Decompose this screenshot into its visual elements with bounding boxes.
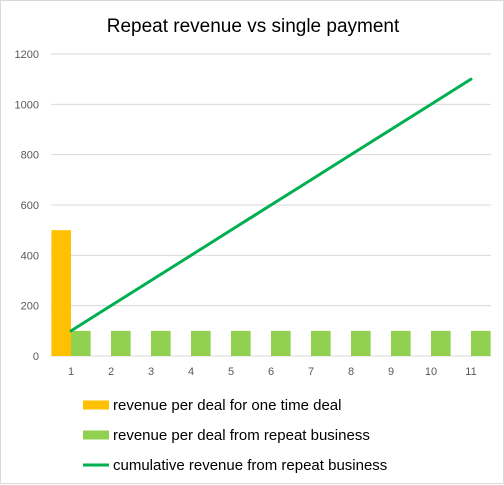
- bar-repeat-7: [311, 330, 331, 356]
- legend: revenue per deal for one time deal revenu…: [83, 397, 387, 474]
- cumulative-revenue-line: [69, 77, 473, 333]
- y-tick-label: 600: [21, 200, 39, 212]
- x-tick-label: 8: [348, 366, 354, 378]
- bar-repeat-3: [151, 330, 171, 356]
- x-tick-label: 11: [465, 366, 476, 378]
- x-tick-label: 1: [68, 366, 74, 378]
- legend-swatch-2: [83, 430, 109, 440]
- bar-repeat-8: [351, 330, 371, 356]
- legend-label-3: cumulative revenue from repeat business: [113, 457, 387, 474]
- bar-repeat-4: [191, 330, 211, 356]
- bars: [51, 230, 491, 356]
- x-tick-label: 2: [108, 366, 114, 378]
- x-tick-label: 7: [308, 366, 314, 378]
- legend-swatch-1: [83, 400, 109, 410]
- y-tick-label: 1000: [15, 99, 39, 111]
- line-series: [69, 77, 473, 333]
- y-tick-label: 1200: [15, 49, 39, 61]
- chart-title: Repeat revenue vs single payment: [107, 16, 400, 37]
- y-tick-label: 200: [21, 301, 39, 313]
- x-tick-label: 5: [228, 366, 234, 378]
- bar-repeat-5: [231, 330, 251, 356]
- bar-repeat-2: [111, 330, 131, 356]
- y-tick-label: 0: [33, 351, 39, 363]
- legend-label-2: revenue per deal from repeat business: [113, 427, 370, 444]
- x-tick-label: 4: [188, 366, 194, 378]
- y-tick-label: 400: [21, 250, 39, 262]
- bar-repeat-11: [471, 330, 491, 356]
- bar-repeat-1: [71, 330, 91, 356]
- x-tick-label: 9: [388, 366, 394, 378]
- legend-label-1: revenue per deal for one time deal: [113, 397, 341, 414]
- x-tick-label: 6: [268, 366, 274, 378]
- bar-one-time-1: [51, 230, 71, 356]
- y-tick-label: 800: [21, 150, 39, 162]
- x-axis-tick-labels: 1 2 3 4 5 6 7 8 9 10 11: [68, 366, 477, 378]
- bar-repeat-6: [271, 330, 291, 356]
- x-tick-label: 3: [148, 366, 154, 378]
- bar-repeat-10: [431, 330, 451, 356]
- bar-repeat-9: [391, 330, 411, 356]
- y-axis-tick-labels: 0 200 400 600 800 1000 1200: [15, 49, 39, 363]
- x-tick-label: 10: [425, 366, 437, 378]
